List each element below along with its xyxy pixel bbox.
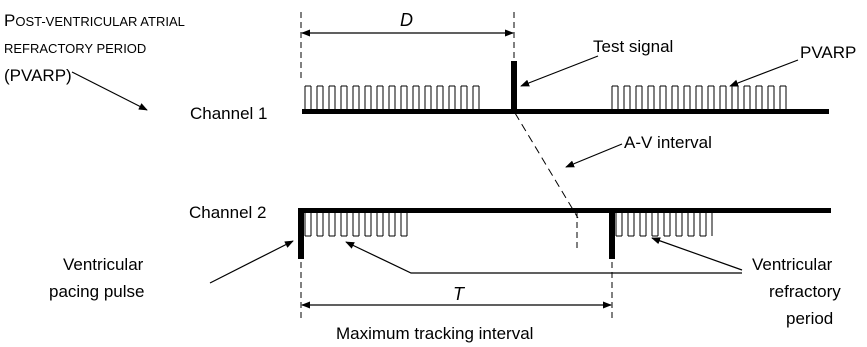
ventricular-pacing-label-line1: Ventricular bbox=[63, 255, 144, 274]
ventricular-pacing-pointer bbox=[209, 240, 294, 284]
hatch-lines bbox=[615, 213, 713, 237]
pvarp-definition-pointer bbox=[71, 71, 148, 111]
pvarp-definition-line3: (PVARP) bbox=[4, 66, 72, 85]
max-tracking-interval-label: Maximum tracking interval bbox=[336, 324, 533, 343]
channel-1-label: Channel 1 bbox=[190, 104, 268, 123]
hatch-lines bbox=[304, 213, 408, 237]
ventricular-refractory-label-line2: refractory bbox=[769, 282, 841, 301]
test-signal-pulse bbox=[511, 61, 517, 111]
pvarp-definition-line2: REFRACTORY PERIOD bbox=[4, 41, 146, 56]
av-interval-dashed-line bbox=[514, 112, 579, 219]
ventricular-refractory-hatch-2 bbox=[615, 213, 713, 237]
test-signal-pointer bbox=[520, 55, 599, 87]
pacing-pulse-2 bbox=[609, 208, 615, 259]
channel-2-baseline bbox=[298, 208, 831, 213]
ventricular-pacing-label-line2: pacing pulse bbox=[49, 282, 144, 301]
av-interval-label: A-V interval bbox=[624, 133, 712, 152]
refractory-pointer-left bbox=[345, 241, 742, 274]
ventricular-refractory-label-line3: period bbox=[786, 309, 833, 328]
test-signal-label: Test signal bbox=[593, 37, 673, 56]
pvarp-label: PVARP bbox=[800, 43, 856, 62]
av-interval-pointer bbox=[565, 143, 623, 168]
pvarp-pointer bbox=[729, 59, 799, 87]
pvarp-hatch-1 bbox=[304, 85, 480, 109]
hatch-lines bbox=[304, 85, 480, 109]
ventricular-refractory-hatch-1 bbox=[304, 213, 408, 237]
ventricular-refractory-label-line1: Ventricular bbox=[752, 255, 833, 274]
pacing-pulse-1 bbox=[298, 208, 304, 259]
pvarp-hatch-2 bbox=[611, 85, 787, 109]
t-label: T bbox=[453, 284, 466, 304]
hatch-lines bbox=[611, 85, 787, 109]
channel-2-label: Channel 2 bbox=[189, 203, 267, 222]
refractory-pointer-right bbox=[651, 237, 743, 271]
d-label: D bbox=[400, 10, 413, 30]
pvarp-definition-line1: POST-VENTRICULAR ATRIAL bbox=[4, 11, 185, 30]
channel-1-baseline bbox=[302, 109, 829, 114]
